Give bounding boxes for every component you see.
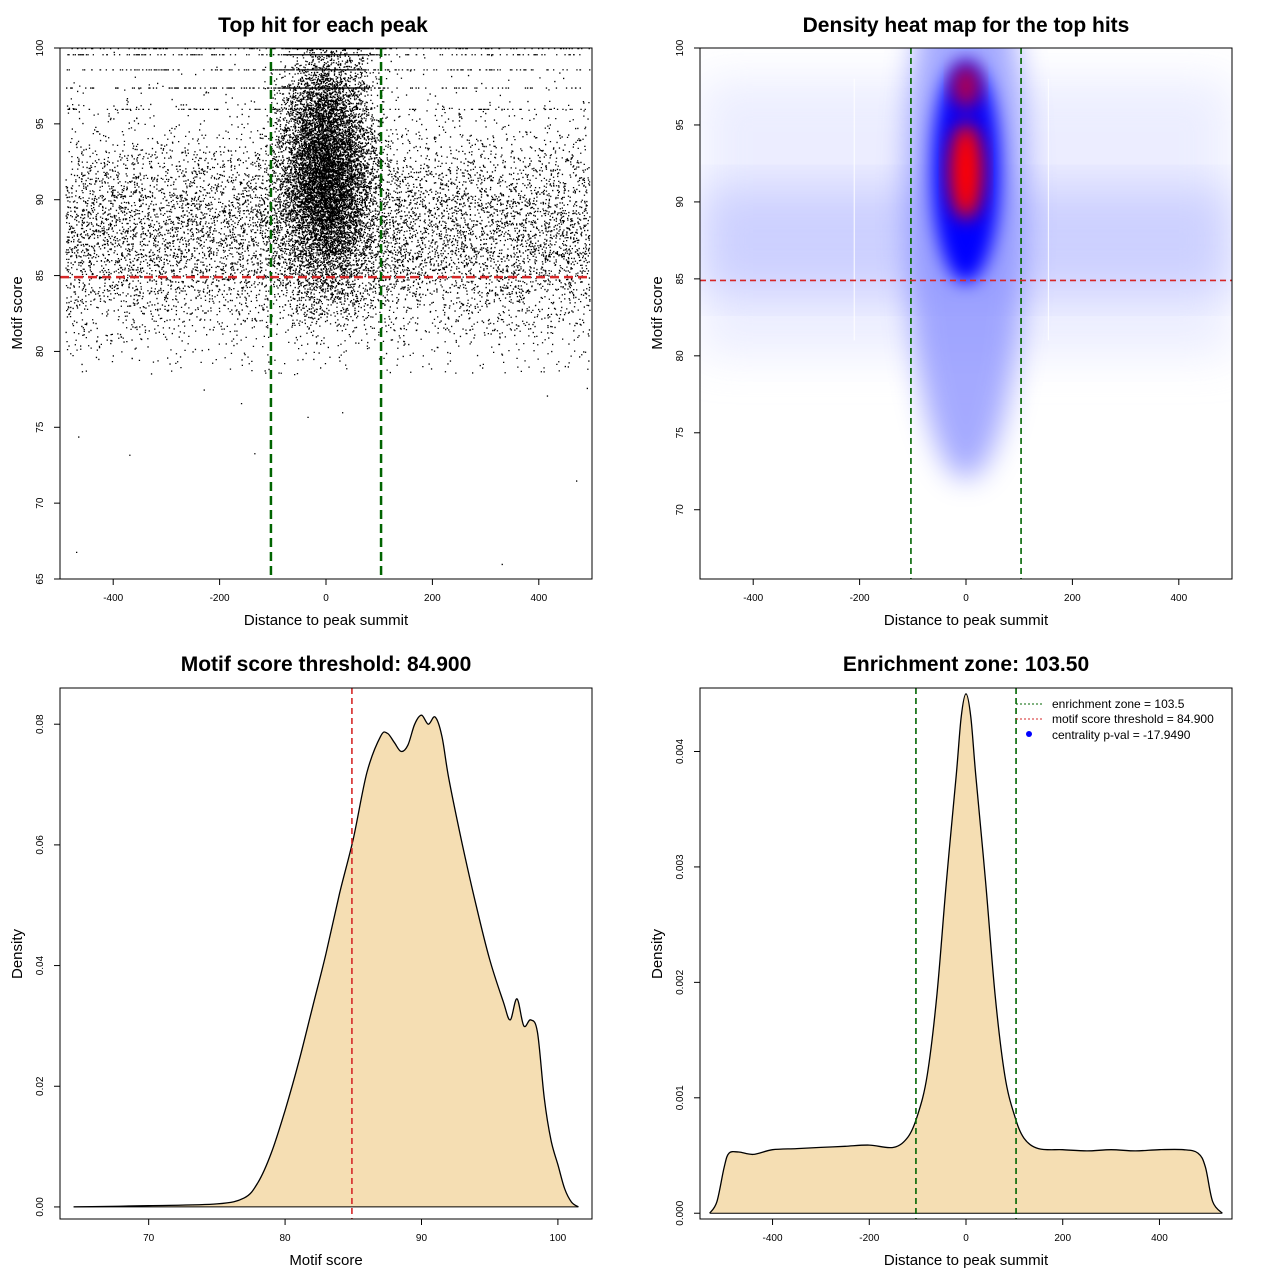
y-tick-label: 75 xyxy=(675,427,686,439)
legend-enrichment-label: enrichment zone = 103.5 xyxy=(1052,697,1185,711)
enrichment-density-title: Enrichment zone: 103.50 xyxy=(843,653,1089,676)
y-tick-label: 90 xyxy=(675,196,686,208)
y-tick-label: 0.003 xyxy=(675,854,686,879)
y-tick-label: 0.00 xyxy=(35,1197,46,1217)
x-tick-label: -200 xyxy=(210,593,230,604)
heatmap-xlabel: Distance to peak summit xyxy=(884,612,1049,629)
enrichment-density-xlabel: Distance to peak summit xyxy=(884,1252,1049,1269)
heatmap-reference-lines xyxy=(700,48,1232,579)
panel-enrichment-zone-density: Enrichment zone: 103.50 -400 -200 0 200 400 0… xyxy=(649,653,1233,1269)
x-tick-label: 200 xyxy=(424,593,441,604)
x-tick-label: -400 xyxy=(743,593,763,604)
scatter-points xyxy=(65,48,591,566)
y-tick-label: 80 xyxy=(675,350,686,362)
enrichment-density-ylabel: Density xyxy=(649,928,666,979)
heatmap-hotspot xyxy=(949,123,983,220)
y-tick-label: 85 xyxy=(675,273,686,285)
heatmap-axes: -400 -200 0 200 400 70 75 80 85 90 95 100 xyxy=(675,39,1188,604)
heatmap-ylabel: Motif score xyxy=(649,276,666,349)
heatmap-hotspot xyxy=(952,64,980,109)
x-tick-label: -400 xyxy=(103,593,123,604)
score-density-title: Motif score threshold: 84.900 xyxy=(181,653,472,676)
y-tick-label: 65 xyxy=(35,573,46,585)
y-tick-label: 80 xyxy=(35,345,46,357)
x-tick-label: -400 xyxy=(763,1233,783,1244)
score-density-xlabel: Motif score xyxy=(289,1252,362,1269)
y-tick-label: 95 xyxy=(35,118,46,130)
y-tick-label: 0.004 xyxy=(675,739,686,764)
y-tick-label: 100 xyxy=(35,39,46,56)
y-tick-label: 100 xyxy=(675,39,686,56)
y-tick-label: 90 xyxy=(35,194,46,206)
x-tick-label: 200 xyxy=(1054,1233,1071,1244)
y-tick-label: 0.08 xyxy=(35,714,46,734)
score-density-ylabel: Density xyxy=(9,928,26,979)
y-tick-label: 95 xyxy=(675,119,686,131)
x-tick-label: 400 xyxy=(530,593,547,604)
scatter-title: Top hit for each peak xyxy=(218,14,428,37)
y-tick-label: 0.06 xyxy=(35,835,46,855)
x-tick-label: 70 xyxy=(143,1233,155,1244)
y-tick-label: 85 xyxy=(35,270,46,282)
score-density-area xyxy=(73,714,579,1208)
y-tick-label: 0.02 xyxy=(35,1076,46,1096)
enrichment-density-fill xyxy=(709,693,1223,1214)
x-tick-label: 0 xyxy=(963,1233,969,1244)
enrichment-density-area xyxy=(709,693,1223,1214)
heatmap-density xyxy=(700,48,1232,479)
scatter-axes: -400 -200 0 200 400 65 70 75 80 85 90 95 100 xyxy=(35,39,548,604)
x-tick-label: -200 xyxy=(850,593,870,604)
score-density-curve xyxy=(73,714,579,1208)
x-tick-label: 0 xyxy=(323,593,329,604)
scatter-point-cloud xyxy=(65,48,591,566)
y-tick-label: 0.002 xyxy=(675,969,686,994)
y-tick-label: 70 xyxy=(675,504,686,516)
x-tick-label: -200 xyxy=(859,1233,879,1244)
x-tick-label: 400 xyxy=(1151,1233,1168,1244)
x-tick-label: 200 xyxy=(1064,593,1081,604)
panel-density-heatmap: Density heat map for the top hits -400 -2… xyxy=(649,14,1233,629)
enrichment-density-reference-lines xyxy=(915,688,1017,1219)
legend: enrichment zone = 103.5 motif score thre… xyxy=(1016,697,1214,742)
heatmap-title: Density heat map for the top hits xyxy=(803,14,1130,37)
y-tick-label: 75 xyxy=(35,421,46,433)
legend-pval-label: centrality p-val = -17.9490 xyxy=(1052,728,1191,742)
score-density-fill xyxy=(73,715,579,1207)
y-tick-label: 70 xyxy=(35,497,46,509)
enrichment-density-axes: -400 -200 0 200 400 0.000 0.001 0.002 0.003 0.004 xyxy=(675,739,1168,1244)
y-tick-label: 0.000 xyxy=(675,1200,686,1225)
legend-pval-dot xyxy=(1026,731,1032,737)
panel-scatter-top-hits: Top hit for each peak -400 -200 0 200 400 65 7… xyxy=(9,14,593,629)
x-tick-label: 80 xyxy=(280,1233,292,1244)
y-tick-label: 0.001 xyxy=(675,1085,686,1110)
enrichment-density-curve xyxy=(709,693,1223,1214)
x-tick-label: 90 xyxy=(416,1233,428,1244)
x-tick-label: 0 xyxy=(963,593,969,604)
panel-motif-score-density: Motif score threshold: 84.900 70 80 90 100 0… xyxy=(9,653,593,1269)
scatter-xlabel: Distance to peak summit xyxy=(244,612,409,629)
scatter-reference-lines xyxy=(60,48,592,579)
y-tick-label: 0.04 xyxy=(35,955,46,975)
scatter-ylabel: Motif score xyxy=(9,276,26,349)
score-density-axes: 70 80 90 100 0.00 0.02 0.04 0.06 0.08 xyxy=(35,714,567,1244)
x-tick-label: 400 xyxy=(1170,593,1187,604)
x-tick-label: 100 xyxy=(550,1233,567,1244)
legend-threshold-label: motif score threshold = 84.900 xyxy=(1052,712,1214,726)
